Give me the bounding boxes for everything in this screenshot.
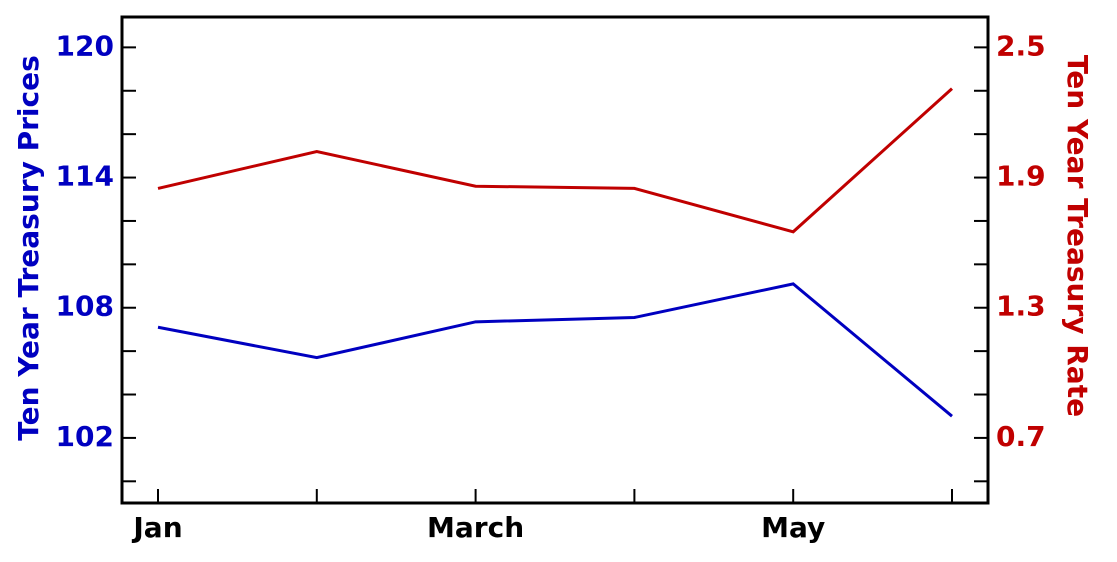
y2-tick-label: 0.7 (996, 420, 1046, 453)
y2-axis-title: Ten Year Treasury Rate (1061, 55, 1094, 417)
series-line (157, 87, 954, 234)
y2-tick-label: 1.3 (996, 290, 1046, 323)
y-tick-label: 108 (56, 290, 114, 323)
y2-tick-label: 1.9 (996, 160, 1046, 193)
x-tick-label: May (761, 511, 825, 544)
y2-tick-label: 2.5 (996, 29, 1046, 62)
y-axis-title: Ten Year Treasury Prices (12, 55, 45, 441)
series-line (157, 282, 953, 418)
y-tick-label: 102 (56, 420, 114, 453)
y-tick-label: 120 (56, 29, 114, 62)
x-tick-label: March (427, 511, 524, 544)
y-tick-label: 114 (56, 160, 114, 193)
plot-frame (120, 15, 990, 505)
x-tick-label: Jan (131, 511, 182, 544)
